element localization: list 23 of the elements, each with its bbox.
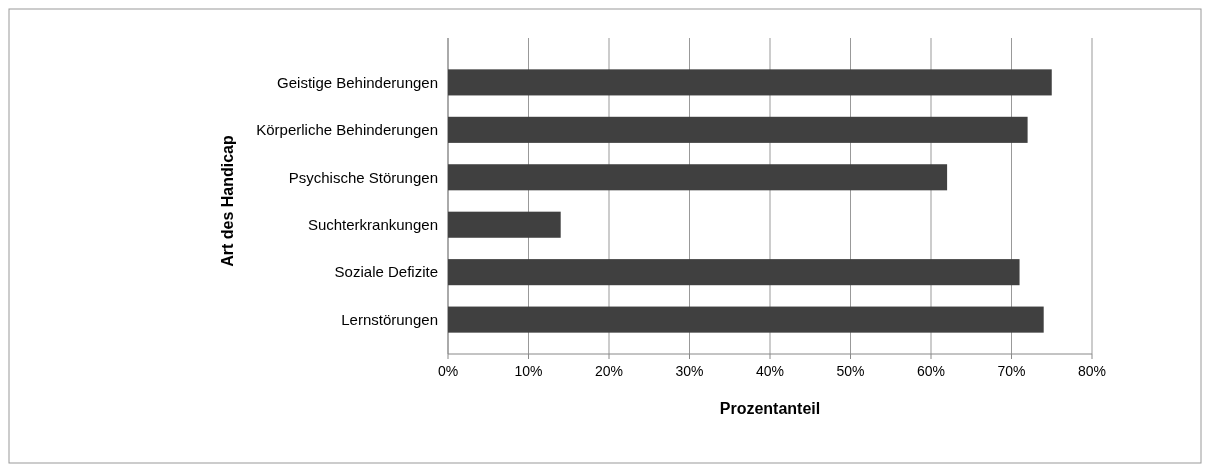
x-tick-label: 0% (437, 363, 459, 379)
bar (448, 259, 1020, 286)
y-tick-label: Soziale Defizite (334, 263, 438, 281)
y-tick-label: Körperliche Behinderungen (256, 121, 438, 139)
y-tick-label: Lernstörungen (341, 310, 438, 328)
y-axis-title: Art des Handicap (219, 134, 236, 267)
x-tick-label: 70% (997, 363, 1026, 379)
bar (448, 164, 948, 191)
y-tick-label: Suchterkrankungen (307, 215, 438, 233)
bar (448, 69, 1052, 96)
y-tick-label: Geistige Behinderungen (277, 73, 438, 91)
x-axis-title: Prozentanteil (719, 400, 821, 417)
bar (448, 116, 1028, 143)
y-tick-label: Psychische Störungen (288, 168, 438, 186)
x-tick-label: 40% (755, 363, 785, 379)
x-tick-label: 10% (514, 363, 543, 379)
bar (448, 211, 561, 238)
x-tick-label: 80% (1077, 363, 1107, 379)
x-tick-label: 50% (836, 363, 865, 379)
x-tick-label: 60% (916, 363, 946, 379)
bar (448, 306, 1044, 333)
x-tick-label: 20% (594, 363, 624, 379)
x-tick-label: 30% (675, 363, 704, 379)
